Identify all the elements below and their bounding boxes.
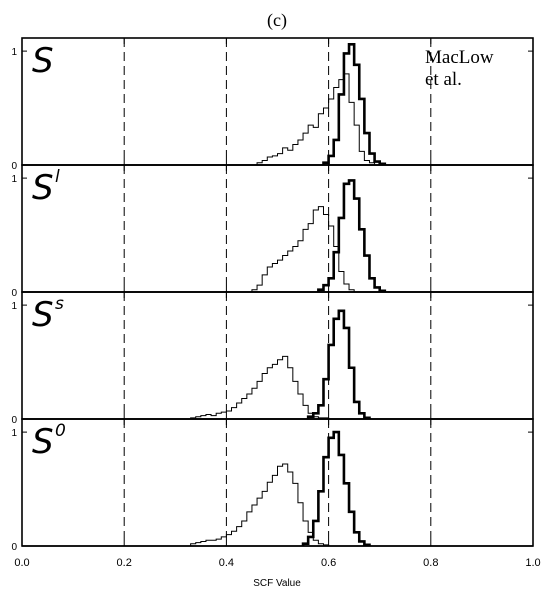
- panel-frame: [21, 418, 534, 547]
- y-tick-label: 1: [11, 174, 17, 185]
- y-tick-label: 0: [11, 161, 17, 172]
- histogram-thick: [322, 42, 387, 166]
- y-tick-label: 1: [11, 428, 17, 439]
- panel-label: S: [32, 295, 54, 335]
- x-tick-label: 1.0: [525, 557, 540, 569]
- panel-label: S: [32, 41, 54, 81]
- panel-label: S: [32, 422, 54, 462]
- histogram-thin: [190, 355, 330, 419]
- annotation-line-1: MacLow: [425, 47, 494, 68]
- x-tick-label: 0.4: [219, 557, 234, 569]
- histogram-thick: [317, 179, 387, 293]
- panel-4: 01 S 0: [11, 418, 534, 553]
- histogram-thin: [190, 463, 330, 546]
- panel-frame: [21, 164, 534, 293]
- y-tick-label: 0: [11, 288, 17, 299]
- x-tick-label: 0.8: [423, 557, 438, 569]
- panel-label: S: [32, 168, 54, 208]
- panel-label-superscript: 0: [55, 421, 66, 441]
- panel-frame: [21, 291, 534, 420]
- y-tick-label: 1: [11, 301, 17, 312]
- annotation-line-2: et al.: [425, 69, 462, 90]
- y-tick-label: 0: [11, 542, 17, 553]
- x-axis-label: SCF Value: [253, 578, 301, 589]
- figure-title: (c): [267, 10, 287, 31]
- histogram-thick: [306, 309, 371, 420]
- histogram-thick: [301, 430, 371, 547]
- x-tick-label: 0.6: [321, 557, 336, 569]
- y-tick-label: 0: [11, 415, 17, 426]
- panel-label-superscript: s: [55, 294, 64, 314]
- panel-label-superscript: l: [55, 167, 60, 187]
- histogram-thin: [256, 73, 376, 165]
- x-tick-label: 0.2: [117, 557, 132, 569]
- x-tick-label: 0.0: [14, 557, 29, 569]
- y-tick-label: 1: [11, 47, 17, 58]
